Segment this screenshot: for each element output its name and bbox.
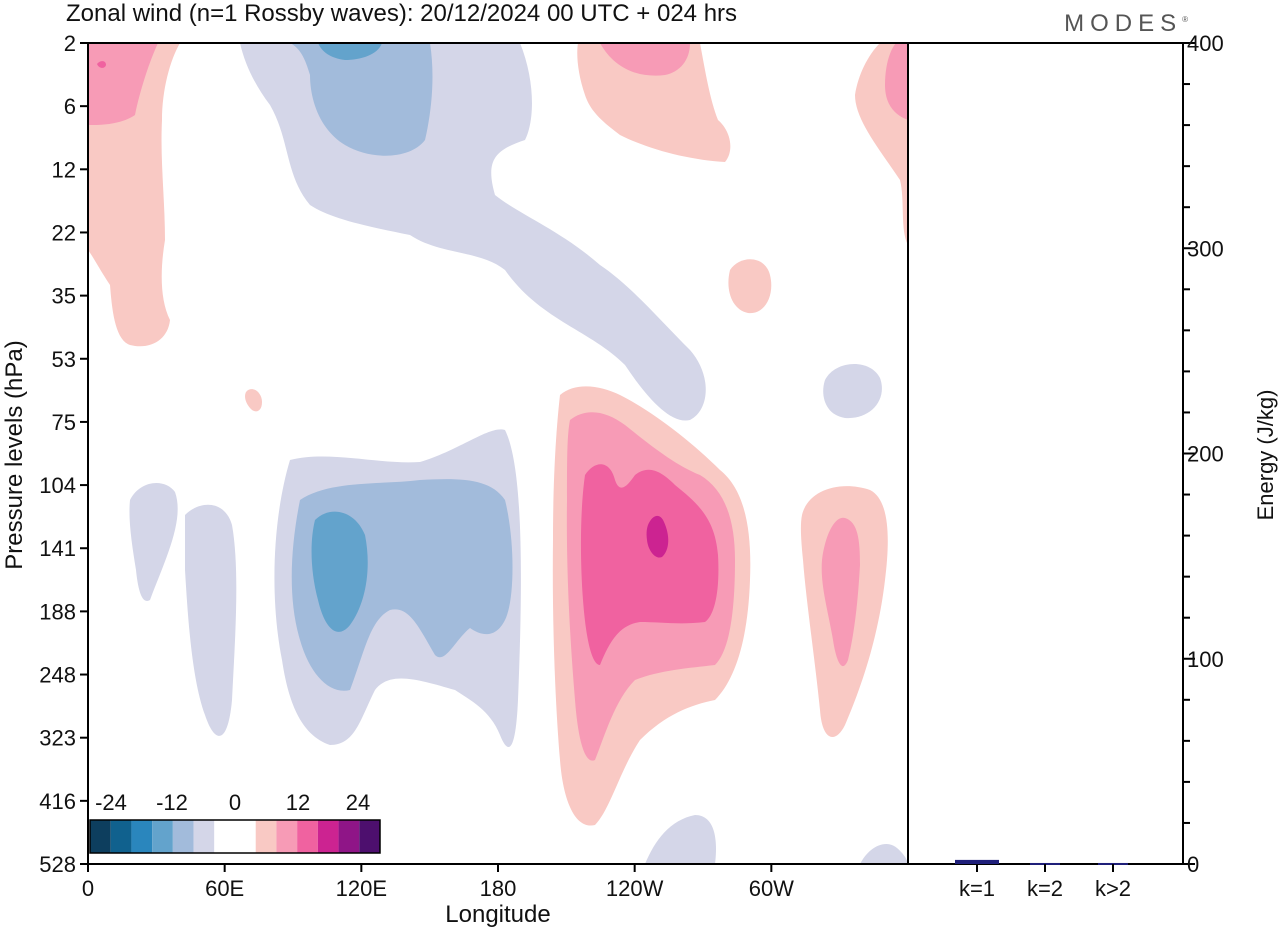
page-title: Zonal wind (n=1 Rossby waves): 20/12/202… xyxy=(66,0,738,27)
energy-axis-label: Energy (J/kg) xyxy=(1253,390,1278,521)
energy-tick-label: 300 xyxy=(1187,236,1224,261)
y-tick-label: 53 xyxy=(52,347,76,372)
contour-pos-lobe-east-level2 xyxy=(821,517,860,667)
contour-neg-blob-surface-2 xyxy=(860,843,908,864)
y-tick-label: 2 xyxy=(64,31,76,56)
colorbar-swatch xyxy=(338,820,360,853)
x-tick-label: 180 xyxy=(480,876,517,901)
contour-neg-lobe-west-2 xyxy=(185,504,237,736)
y-tick-label: 323 xyxy=(39,726,76,751)
longitude-axis: 0 60E 120E 180 120W 60W xyxy=(82,864,794,901)
colorbar-frame xyxy=(89,819,381,854)
energy-tick-label: 400 xyxy=(1187,31,1224,56)
y-tick-label: 6 xyxy=(64,94,76,119)
contour-fills xyxy=(88,43,908,864)
y-tick-label: 188 xyxy=(39,599,76,624)
bar-category-label: k>2 xyxy=(1095,876,1131,901)
contour-pos-blob-small xyxy=(245,389,262,412)
logo-text: MODES xyxy=(1064,10,1183,37)
colorbar-swatch xyxy=(359,820,380,853)
x-tick-label: 120W xyxy=(606,876,664,901)
energy-tick-label: 200 xyxy=(1187,442,1224,467)
y-tick-label: 416 xyxy=(39,789,76,814)
colorbar-swatch xyxy=(214,820,235,853)
y-tick-label: 35 xyxy=(52,284,76,309)
x-tick-label: 120E xyxy=(336,876,387,901)
colorbar-swatch xyxy=(90,820,111,853)
y-tick-label: 75 xyxy=(52,410,76,435)
colorbar-swatch xyxy=(297,820,318,853)
contour-pos-blob-mid xyxy=(728,259,772,314)
colorbar-label: -24 xyxy=(95,790,127,815)
colorbar-swatch xyxy=(110,820,132,853)
energy-tick-label: 100 xyxy=(1187,647,1224,672)
colorbar-swatch xyxy=(193,820,215,853)
y-tick-label: 141 xyxy=(39,536,76,561)
contour-pos-strat-west-core xyxy=(97,61,106,68)
contour-neg-lobe-west-1 xyxy=(129,482,178,601)
x-tick-label: 60W xyxy=(749,876,794,901)
contour-neg-core-stratosphere xyxy=(290,43,433,156)
colorbar-swatch xyxy=(317,820,339,853)
colorbar-swatch xyxy=(255,820,277,853)
energy-axis: 0 100 200 300 400 xyxy=(1183,31,1224,877)
bar-category-label: k=2 xyxy=(1027,876,1063,901)
contour-pos-level3-troposphere xyxy=(580,464,719,665)
contour-pos-core-troposphere xyxy=(646,515,669,558)
colorbar-swatch xyxy=(131,820,153,853)
contour-neg-core-troposphere xyxy=(311,511,368,632)
contour-neg-blob-east xyxy=(823,363,882,419)
contour-neg-peak-stratosphere xyxy=(318,43,382,60)
y-axis-label: Pressure levels (hPa) xyxy=(1,340,28,569)
x-axis-label: Longitude xyxy=(445,901,550,928)
colorbar-label: 24 xyxy=(346,790,370,815)
y-tick-label: 528 xyxy=(39,852,76,877)
colorbar-label: -12 xyxy=(156,790,188,815)
energy-bar-k>2 xyxy=(1098,862,1128,865)
colorbar-label: 0 xyxy=(229,790,241,815)
colorbar-swatch xyxy=(172,820,194,853)
contour-pos-strat-center xyxy=(577,43,731,162)
bar-category-label: k=1 xyxy=(959,876,995,901)
y-tick-label: 248 xyxy=(39,663,76,688)
contour-pos-strat-east-level2 xyxy=(885,43,908,120)
energy-bar-k=1 xyxy=(955,859,999,864)
colorbar-label: 12 xyxy=(286,790,310,815)
colorbar-swatch xyxy=(276,820,298,853)
energy-bar-k=2 xyxy=(1030,862,1060,865)
colorbar-swatch xyxy=(152,820,173,853)
pressure-axis: 2 6 12 22 35 53 75 104 141 188 248 323 416 528 xyxy=(39,31,88,877)
colorbar: -24 -12 0 12 24 xyxy=(89,790,381,854)
y-tick-label: 104 xyxy=(39,473,76,498)
contour-pos-strat-center-level2 xyxy=(600,43,690,76)
contour-neg-blob-surface-1 xyxy=(645,815,716,864)
x-tick-label: 0 xyxy=(82,876,94,901)
y-tick-label: 12 xyxy=(52,157,76,182)
energy-tick-label: 0 xyxy=(1187,852,1199,877)
energy-bars: k=1 k=2 k>2 xyxy=(955,859,1131,901)
y-tick-label: 22 xyxy=(52,220,76,245)
x-tick-label: 60E xyxy=(205,876,244,901)
modes-logo: MODES® xyxy=(1064,10,1188,37)
colorbar-swatch xyxy=(235,820,256,853)
